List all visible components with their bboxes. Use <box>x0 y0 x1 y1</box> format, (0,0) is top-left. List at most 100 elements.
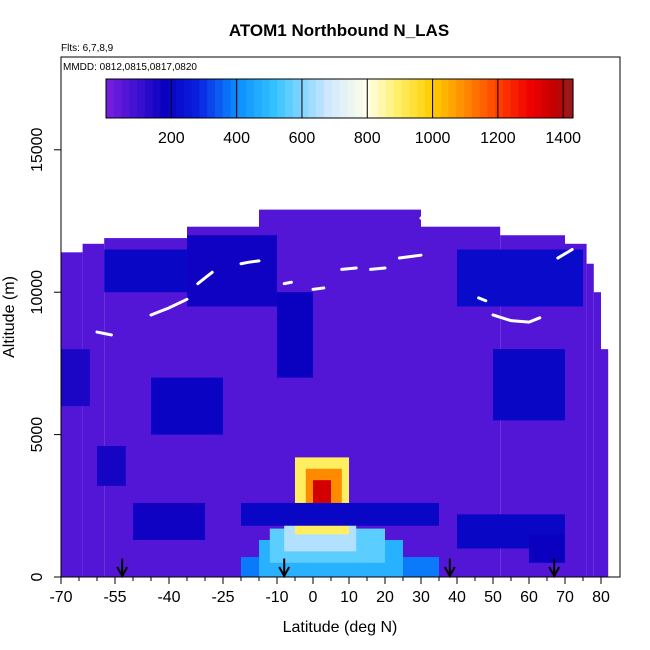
x-tick-label: 10 <box>340 589 358 606</box>
heatmap-cell <box>529 534 565 563</box>
colorbar-segment <box>277 79 286 118</box>
colorbar-segment <box>168 79 177 118</box>
colorbar-segment <box>207 79 216 118</box>
colorbar-segment <box>137 79 146 118</box>
y-tick-label: 0 <box>29 572 46 581</box>
sample-track <box>196 270 214 286</box>
heatmap-background-cell <box>82 243 105 577</box>
sample-track <box>419 208 434 220</box>
colorbar-segment <box>425 79 434 118</box>
dates-subtitle: MMDD: 0812,0815,0817,0820 <box>63 62 197 73</box>
arrow-marker <box>116 558 129 579</box>
sample-track <box>397 253 423 260</box>
colorbar-segment <box>510 79 520 118</box>
x-tick-label: -40 <box>157 589 180 606</box>
colorbar-segment <box>183 79 193 118</box>
colorbar-segment <box>300 79 309 118</box>
colorbar-tick-label: 200 <box>158 130 185 147</box>
plot-frame <box>60 56 621 578</box>
colorbar-segment <box>152 79 162 118</box>
x-tick-label: -70 <box>49 589 72 606</box>
x-tick-label: 0 <box>309 589 318 606</box>
colorbar-segment <box>409 79 418 118</box>
colorbar-tick-label: 1000 <box>415 130 451 147</box>
heatmap-cell <box>104 249 187 293</box>
colorbar-segment <box>549 79 559 118</box>
colorbar-segment <box>261 79 271 118</box>
colorbar-segment <box>316 79 325 118</box>
x-tick-label: 50 <box>484 589 502 606</box>
y-axis: 0 5000 10000 15000 <box>29 127 61 581</box>
colorbar-segment <box>401 79 411 118</box>
colorbar-segment <box>160 79 169 118</box>
colorbar-segment <box>308 79 317 118</box>
colorbar-segment <box>495 79 504 118</box>
heatmap-cell <box>277 292 313 378</box>
colorbar-segment <box>479 79 488 118</box>
colorbar-segment <box>222 79 232 118</box>
x-tick-label: 80 <box>592 589 610 606</box>
colorbar-segment <box>393 79 403 118</box>
colorbar-frame <box>105 78 574 119</box>
colorbar-segment <box>339 79 348 118</box>
colorbar-segment <box>191 79 200 118</box>
sample-track <box>149 297 189 317</box>
x-tick-label: 20 <box>376 589 394 606</box>
colorbar-segment <box>199 79 208 118</box>
x-axis-label: Latitude (deg N) <box>283 619 398 636</box>
x-tick-label: 70 <box>556 589 574 606</box>
heatmap-layer <box>61 209 609 577</box>
heatmap-cell <box>133 502 205 540</box>
x-axis: -70 -55 -40 -25 -10 0 10 20 30 40 50 60 70 80 <box>49 577 610 606</box>
heatmap-background-cell <box>586 263 594 577</box>
sample-points-layer <box>95 208 574 337</box>
colorbar-segment <box>557 79 566 118</box>
sample-track <box>282 280 293 286</box>
heatmap-cell <box>97 445 126 486</box>
colorbar-segment <box>323 79 333 118</box>
colorbar-segment <box>565 79 574 118</box>
sample-track <box>477 296 488 303</box>
colorbar-segment <box>541 79 551 118</box>
colorbar-segment <box>214 79 224 118</box>
x-tick-label: 40 <box>448 589 466 606</box>
colorbar-segment <box>144 79 154 118</box>
y-tick-label: 5000 <box>29 417 46 453</box>
colorbar-segment <box>448 79 457 118</box>
colorbar-segment <box>269 79 278 118</box>
arrow-markers-layer <box>116 558 561 579</box>
arrow-marker <box>443 558 456 579</box>
sample-track <box>95 330 113 337</box>
colorbar-segment <box>518 79 527 118</box>
colorbar-segment <box>432 79 442 118</box>
x-tick-label: -25 <box>211 589 234 606</box>
colorbar-segment <box>464 79 473 118</box>
colorbar-segment <box>378 79 387 118</box>
colorbar-segment <box>230 79 239 118</box>
colorbar-segment <box>121 79 130 118</box>
heatmap-cell <box>241 502 439 526</box>
heatmap-cell <box>61 349 90 407</box>
heatmap-background-cell <box>565 243 587 577</box>
heatmap-cell <box>187 235 277 307</box>
colorbar-segment <box>129 79 138 118</box>
colorbar-segment <box>526 79 535 118</box>
colorbar-segment <box>370 79 380 118</box>
colorbar-segment <box>386 79 395 118</box>
colorbar-segment <box>502 79 512 118</box>
heatmap-cell <box>493 349 565 421</box>
sample-track <box>239 259 261 266</box>
heatmap-background-cell <box>593 292 601 577</box>
colorbar-segment <box>534 79 543 118</box>
sample-track <box>491 313 542 324</box>
x-tick-label: 60 <box>520 589 538 606</box>
colorbar-segment <box>238 79 247 118</box>
heatmap-background-cell <box>61 252 83 577</box>
colorbar: 200 400 600 800 1000 1200 1400 <box>105 78 581 147</box>
y-axis-label: Altitude (m) <box>1 276 18 358</box>
arrow-marker <box>548 558 561 579</box>
colorbar-segment <box>106 79 115 118</box>
colorbar-segment <box>113 79 123 118</box>
sample-track <box>369 266 387 271</box>
